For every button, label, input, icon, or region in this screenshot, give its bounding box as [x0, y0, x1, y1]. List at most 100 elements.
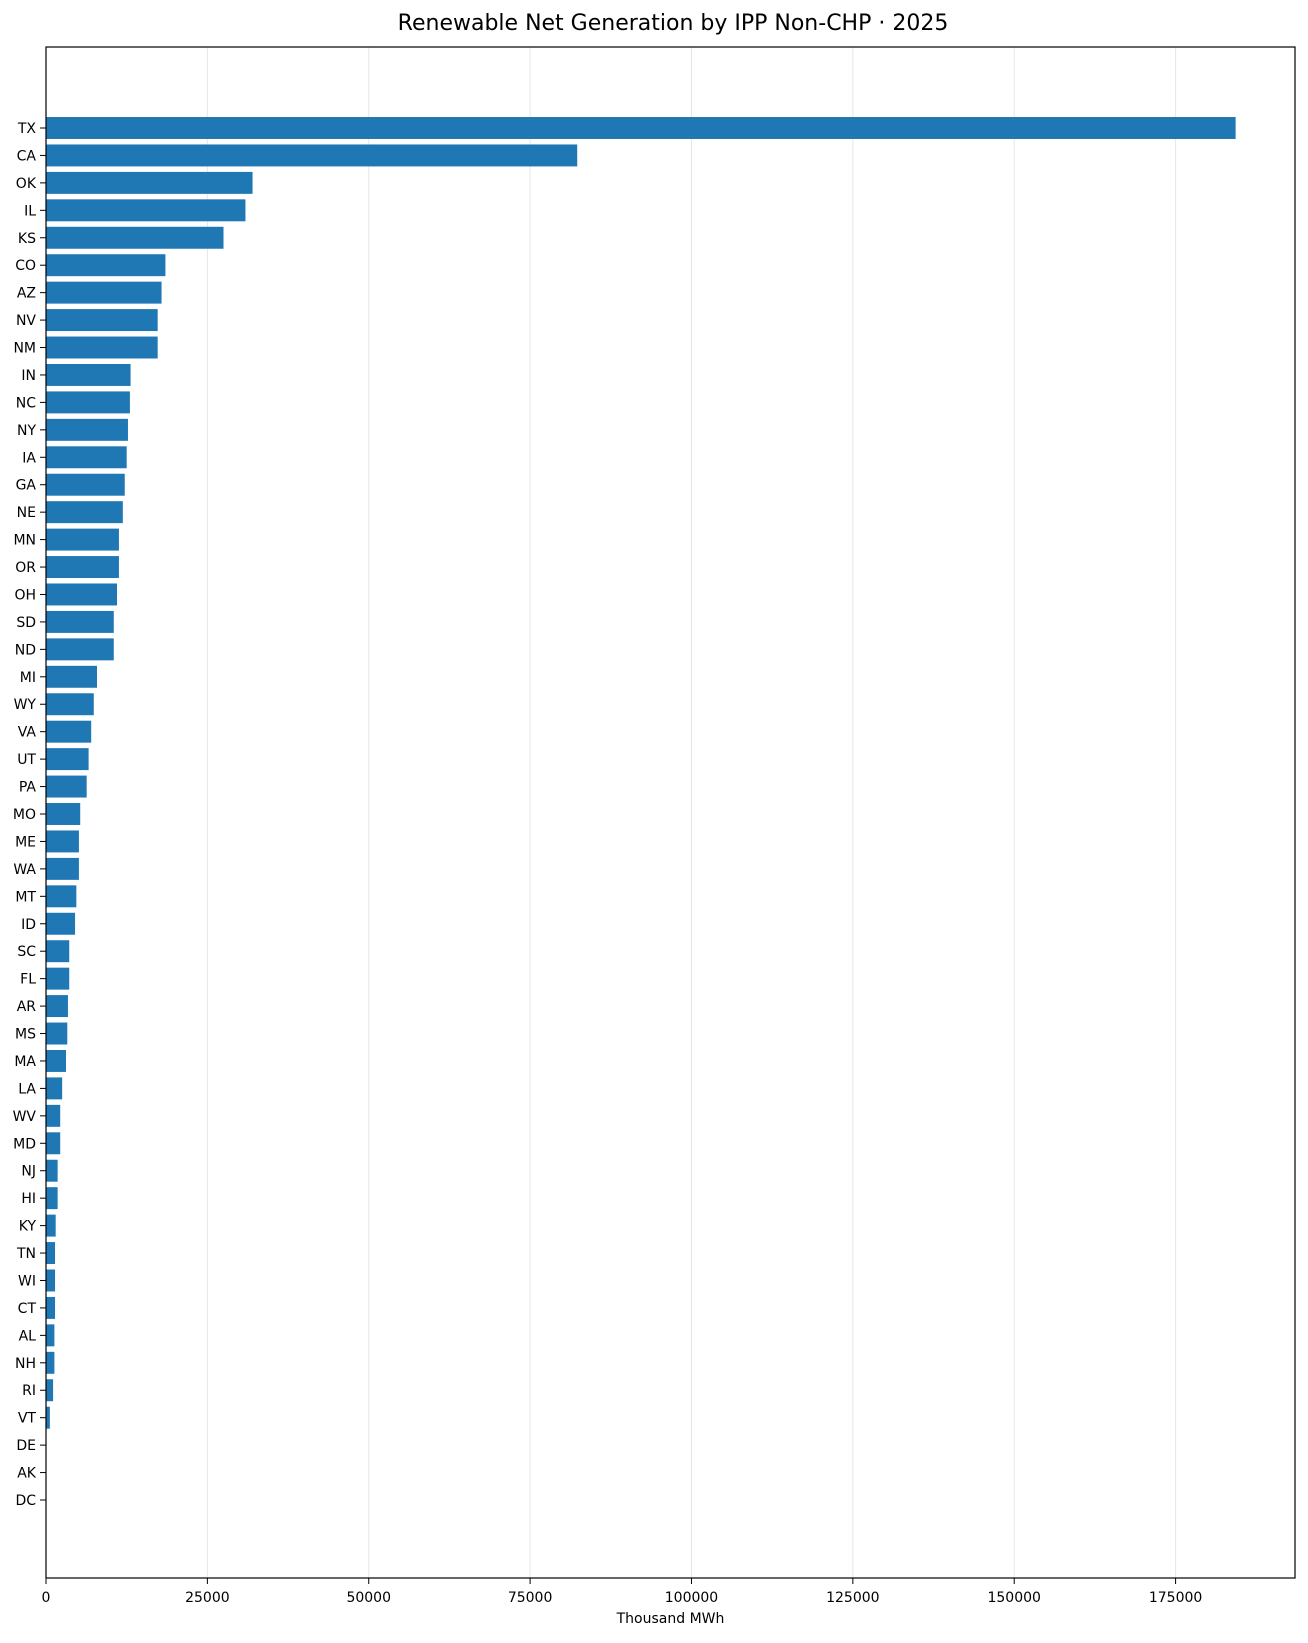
y-tick-label: WY [14, 697, 37, 713]
bar-al [46, 1324, 54, 1346]
bar-az [46, 282, 162, 304]
bar-il [46, 199, 245, 221]
bar-ar [46, 995, 68, 1017]
bar-la [46, 1077, 62, 1099]
y-tick-label: ND [15, 642, 36, 658]
y-tick-label: SC [17, 944, 36, 960]
bar-tx [46, 117, 1236, 139]
bar-ny [46, 419, 128, 441]
bar-mt [46, 885, 76, 907]
bar-nc [46, 391, 130, 413]
y-tick-label: DE [16, 1438, 36, 1454]
y-tick-label: IL [24, 203, 36, 219]
plot-frame [46, 47, 1295, 1578]
bar-pa [46, 776, 87, 798]
bar-mo [46, 803, 80, 825]
bar-oh [46, 584, 117, 606]
y-tick-label: MN [13, 533, 36, 549]
x-tick-label: 25000 [185, 1590, 230, 1606]
bar-in [46, 364, 131, 386]
bar-nd [46, 638, 114, 660]
y-tick-label: NE [17, 505, 36, 521]
y-tick-label: SD [16, 615, 36, 631]
bar-nj [46, 1160, 58, 1182]
bar-ri [46, 1379, 53, 1401]
bar-wy [46, 693, 94, 715]
y-tick-label: AZ [17, 286, 36, 302]
y-tick-label: MS [15, 1027, 36, 1043]
y-tick-label: AL [19, 1328, 37, 1344]
bar-hi [46, 1187, 58, 1209]
y-tick-label: OH [14, 587, 36, 603]
x-tick-label: 175000 [1149, 1590, 1202, 1606]
bar-sd [46, 611, 114, 633]
y-tick-label: NV [16, 313, 36, 329]
y-tick-label: FL [20, 972, 36, 988]
y-tick-label: NM [13, 341, 36, 357]
bar-fl [46, 968, 69, 990]
y-tick-label: ME [15, 834, 36, 850]
y-tick-label: CA [17, 148, 37, 164]
y-tick-label: MI [20, 670, 36, 686]
y-tick-label: KY [19, 1219, 37, 1235]
x-tick-label: 0 [42, 1590, 51, 1606]
x-tick-label: 150000 [987, 1590, 1040, 1606]
x-tick-label: 100000 [665, 1590, 718, 1606]
bar-wi [46, 1270, 55, 1292]
y-tick-label: CO [15, 258, 36, 274]
bar-ca [46, 144, 577, 166]
bar-nm [46, 337, 158, 359]
y-tick-label: WV [13, 1109, 37, 1125]
y-tick-label: WI [18, 1273, 36, 1289]
bar-ut [46, 748, 89, 770]
y-tick-label: IN [21, 368, 36, 384]
x-tick-label: 75000 [508, 1590, 553, 1606]
y-tick-label: PA [19, 780, 37, 796]
y-tick-label: TX [17, 121, 37, 137]
y-tick-label: CT [18, 1301, 37, 1317]
y-tick-label: IA [22, 450, 36, 466]
y-tick-label: ID [21, 917, 36, 933]
y-tick-label: DC [15, 1493, 36, 1509]
bar-ga [46, 474, 125, 496]
x-tick-label: 125000 [826, 1590, 879, 1606]
y-tick-label: OK [16, 176, 37, 192]
bar-id [46, 913, 75, 935]
y-tick-label: MA [14, 1054, 36, 1070]
y-tick-label: OR [15, 560, 36, 576]
bar-ma [46, 1050, 66, 1072]
bar-me [46, 830, 79, 852]
y-tick-label: MO [13, 807, 36, 823]
bar-mn [46, 529, 119, 551]
bar-ia [46, 446, 127, 468]
y-axis: TXCAOKILKSCOAZNVNMINNCNYIAGANEMNOROHSDND… [13, 121, 46, 1509]
bars [46, 117, 1236, 1511]
y-tick-label: VA [18, 725, 37, 741]
bar-wv [46, 1105, 60, 1127]
bar-nh [46, 1352, 54, 1374]
bar-ks [46, 227, 224, 249]
grid-lines [207, 47, 1175, 1578]
bar-or [46, 556, 119, 578]
y-tick-label: NJ [21, 1164, 36, 1180]
bar-ok [46, 172, 253, 194]
y-tick-label: NH [15, 1356, 36, 1372]
bar-ne [46, 501, 123, 523]
bar-wa [46, 858, 79, 880]
bar-ct [46, 1297, 55, 1319]
bar-ky [46, 1215, 56, 1237]
chart-title: Renewable Net Generation by IPP Non-CHP … [398, 11, 949, 36]
y-tick-label: GA [16, 478, 37, 494]
y-tick-label: HI [21, 1191, 36, 1207]
y-tick-label: UT [17, 752, 36, 768]
bar-co [46, 254, 165, 276]
bar-va [46, 721, 91, 743]
bar-sc [46, 940, 69, 962]
bar-md [46, 1132, 60, 1154]
y-tick-label: AK [17, 1466, 37, 1482]
y-tick-label: WA [13, 862, 36, 878]
y-tick-label: LA [18, 1081, 36, 1097]
